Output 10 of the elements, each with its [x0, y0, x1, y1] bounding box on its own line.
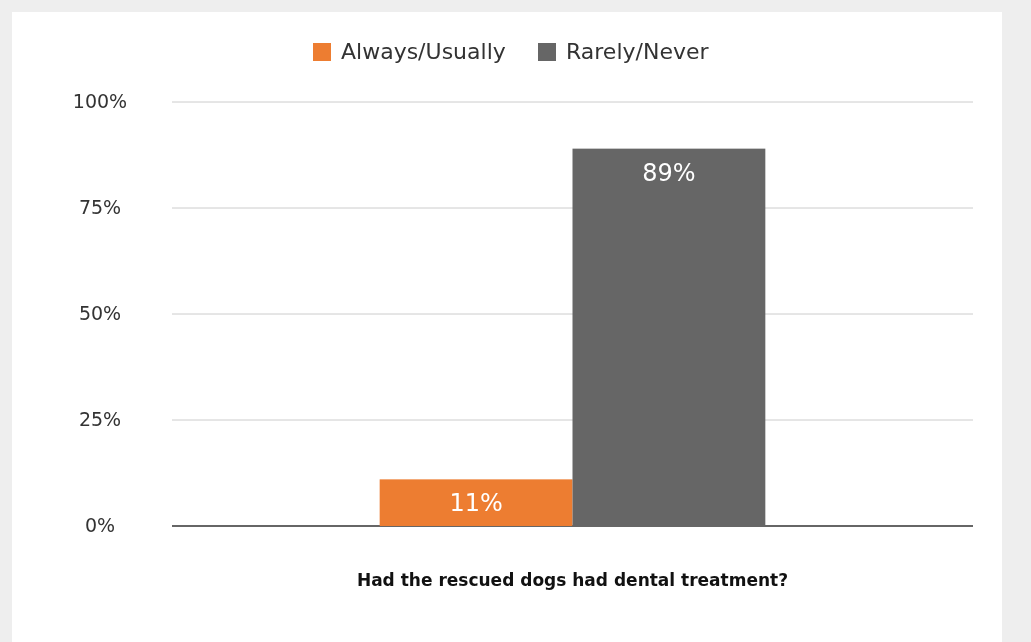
legend-label: Rarely/Never	[566, 39, 710, 64]
x-axis-title: Had the rescued dogs had dental treatment?	[356, 570, 789, 590]
legend-label: Always/Usually	[341, 39, 506, 64]
y-tick-label: 50%	[78, 302, 122, 324]
y-tick-label: 25%	[78, 408, 122, 430]
y-tick-label: 75%	[78, 196, 122, 218]
y-tick-label: 0%	[84, 514, 116, 536]
data-label: 11%	[449, 489, 503, 518]
data-label: 89%	[642, 158, 696, 187]
y-tick-label: 100%	[72, 90, 128, 112]
